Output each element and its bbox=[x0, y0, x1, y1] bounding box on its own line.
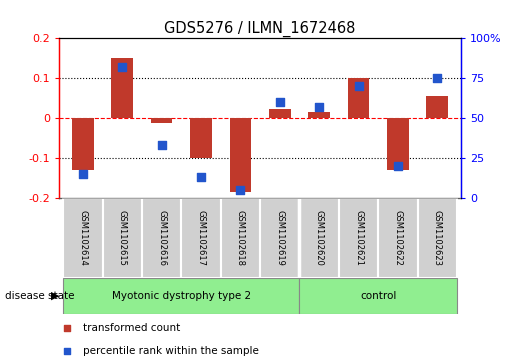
Bar bbox=[387, 118, 409, 170]
Text: GSM1102623: GSM1102623 bbox=[433, 210, 442, 266]
Text: transformed count: transformed count bbox=[83, 323, 181, 333]
Text: GSM1102622: GSM1102622 bbox=[393, 210, 402, 266]
Text: GSM1102621: GSM1102621 bbox=[354, 210, 363, 266]
Bar bbox=[348, 78, 369, 118]
Point bbox=[79, 171, 87, 177]
Bar bbox=[260, 198, 299, 278]
Text: GSM1102619: GSM1102619 bbox=[275, 210, 284, 266]
Point bbox=[354, 83, 363, 89]
Point bbox=[394, 163, 402, 169]
Bar bbox=[378, 198, 418, 278]
Text: control: control bbox=[360, 291, 397, 301]
Bar bbox=[102, 198, 142, 278]
Bar bbox=[221, 198, 260, 278]
Text: percentile rank within the sample: percentile rank within the sample bbox=[83, 346, 259, 356]
Text: GSM1102616: GSM1102616 bbox=[157, 210, 166, 266]
Point bbox=[197, 174, 205, 180]
Point bbox=[63, 348, 72, 354]
Bar bbox=[339, 198, 378, 278]
Bar bbox=[308, 112, 330, 118]
Text: ▶: ▶ bbox=[52, 291, 60, 301]
Point bbox=[63, 325, 72, 331]
Bar bbox=[269, 109, 290, 118]
Point bbox=[433, 75, 441, 81]
Bar bbox=[151, 118, 173, 123]
Bar bbox=[72, 118, 94, 170]
Text: Myotonic dystrophy type 2: Myotonic dystrophy type 2 bbox=[112, 291, 251, 301]
Point bbox=[276, 99, 284, 105]
Bar bbox=[418, 198, 457, 278]
Bar bbox=[111, 58, 133, 118]
Text: GSM1102615: GSM1102615 bbox=[118, 210, 127, 266]
Bar bbox=[230, 118, 251, 192]
Bar bbox=[426, 96, 448, 118]
Point bbox=[158, 142, 166, 148]
Text: GSM1102618: GSM1102618 bbox=[236, 210, 245, 266]
Text: GSM1102620: GSM1102620 bbox=[315, 210, 323, 266]
Point bbox=[315, 104, 323, 110]
Point bbox=[118, 64, 126, 70]
Text: disease state: disease state bbox=[5, 291, 75, 301]
Point bbox=[236, 187, 245, 193]
Bar bbox=[142, 198, 181, 278]
Title: GDS5276 / ILMN_1672468: GDS5276 / ILMN_1672468 bbox=[164, 21, 356, 37]
Bar bbox=[190, 118, 212, 158]
Bar bbox=[63, 198, 102, 278]
Text: GSM1102614: GSM1102614 bbox=[78, 210, 88, 266]
Bar bbox=[63, 278, 299, 314]
Text: GSM1102617: GSM1102617 bbox=[197, 210, 205, 266]
Bar bbox=[299, 278, 457, 314]
Bar bbox=[299, 198, 339, 278]
Bar bbox=[181, 198, 221, 278]
